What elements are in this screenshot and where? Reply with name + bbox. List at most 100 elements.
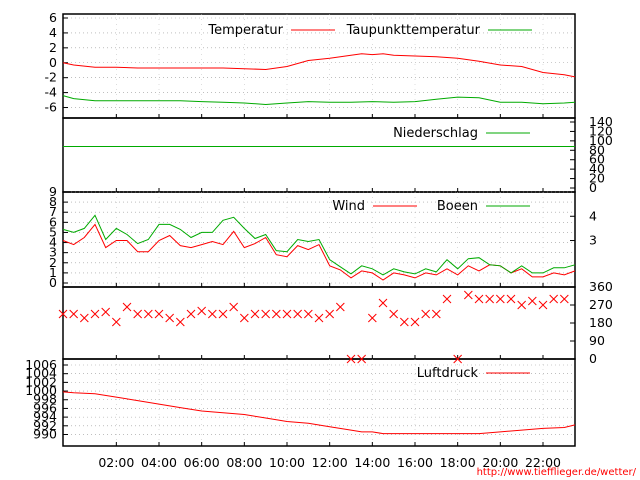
y-tick-label: 9	[49, 184, 57, 199]
x-tick-label: 22:00	[525, 455, 561, 470]
y-tick-label: 992	[33, 418, 57, 433]
y-tick-label: 0	[49, 275, 57, 290]
wind-direction-point	[399, 317, 409, 327]
wind-direction-point	[79, 313, 89, 323]
wind-direction-point	[389, 309, 399, 319]
y-tick-label: 1	[49, 265, 57, 280]
series-layer	[58, 53, 576, 435]
wind-direction-point	[218, 309, 228, 319]
wind-direction-point	[517, 300, 527, 310]
tick-labels: 6420-2-4-6140120100806040200987654321043…	[25, 10, 613, 470]
wind-direction-point	[463, 290, 473, 300]
y-tick-label: 3	[49, 245, 57, 260]
y-tick-label: -6	[45, 100, 58, 115]
y-tick-label: 994	[33, 409, 57, 424]
y2-tick-label: 100	[589, 133, 613, 148]
y2-tick-label: 360	[589, 279, 613, 294]
panel-frame-wind_direction	[62, 286, 576, 360]
y-tick-label: 5	[49, 224, 57, 239]
wind-direction-point	[410, 317, 420, 327]
wind-direction-point	[335, 302, 345, 312]
wind-direction-point	[143, 309, 153, 319]
wind-direction-point	[367, 313, 377, 323]
series-line-temperature-1	[62, 95, 576, 106]
wind-direction-point	[133, 309, 143, 319]
y2-tick-label: 3	[589, 233, 597, 248]
wind-direction-point	[431, 309, 441, 319]
wind-direction-point	[485, 294, 495, 304]
y-tick-label: 990	[33, 426, 57, 441]
y-tick-label: 7	[49, 204, 57, 219]
x-tick-label: 14:00	[354, 455, 390, 470]
x-tick-label: 16:00	[397, 455, 433, 470]
wind-direction-point	[314, 313, 324, 323]
wind-direction-point	[101, 307, 111, 317]
x-tick-label: 06:00	[184, 455, 220, 470]
wind-direction-point	[453, 354, 463, 364]
wind-direction-point	[154, 309, 164, 319]
grid-lines	[63, 14, 575, 446]
y2-tick-label: 0	[589, 351, 597, 366]
wind-direction-point	[122, 302, 132, 312]
panel-frames	[62, 13, 576, 447]
source-url[interactable]: http://www.tiefflieger.de/wetter/	[477, 467, 637, 478]
y-tick-label: 6	[49, 10, 57, 25]
wind-direction-point	[346, 354, 356, 364]
wind-direction-point	[538, 300, 548, 310]
y2-tick-label: 20	[589, 171, 605, 186]
legends: Temperatur Taupunkttemperatur Niederschlag…	[207, 23, 532, 381]
y-tick-label: 2	[49, 40, 57, 55]
wind-direction-point	[111, 317, 121, 327]
wind-direction-point	[69, 309, 79, 319]
wind-direction-point	[559, 294, 569, 304]
wind-direction-point	[58, 309, 68, 319]
y2-tick-label: 40	[589, 161, 605, 176]
y-tick-label: 996	[33, 400, 57, 415]
y-tick-label: 1004	[25, 366, 57, 381]
legend-label: Niederschlag	[393, 126, 478, 141]
y-tick-label: 1000	[25, 383, 57, 398]
y-tick-label: 2	[49, 255, 57, 270]
wind-direction-point	[165, 313, 175, 323]
legend-label: Boeen	[437, 199, 478, 214]
wind-direction-point	[357, 354, 367, 364]
x-tick-label: 12:00	[312, 455, 348, 470]
wind-direction-point	[506, 294, 516, 304]
panel-frame-precipitation	[62, 117, 576, 193]
y-tick-label: 6	[49, 214, 57, 229]
wind-direction-point	[271, 309, 281, 319]
y-tick-label: 0	[49, 55, 57, 70]
x-tick-label: 10:00	[269, 455, 305, 470]
y2-tick-label: 180	[589, 315, 613, 330]
legend-label: Temperatur	[207, 23, 283, 38]
y2-tick-label: 120	[589, 123, 613, 138]
y2-tick-label: 80	[589, 142, 605, 157]
wind-direction-point	[325, 309, 335, 319]
wind-direction-point	[293, 309, 303, 319]
wind-direction-point	[421, 309, 431, 319]
y2-tick-label: 0	[589, 180, 597, 195]
x-tick-label: 08:00	[226, 455, 262, 470]
wind-direction-point	[197, 306, 207, 316]
wind-direction-point	[549, 294, 559, 304]
series-line-wind-1	[62, 214, 576, 276]
y-tick-label: -4	[45, 85, 58, 100]
wind-direction-point	[186, 309, 196, 319]
wind-direction-point	[175, 317, 185, 327]
wind-direction-point	[261, 309, 271, 319]
y2-tick-label: 90	[589, 333, 605, 348]
series-line-temperature-0	[62, 53, 576, 78]
x-tick-label: 04:00	[141, 455, 177, 470]
wind-direction-point	[207, 309, 217, 319]
wind-direction-point	[378, 298, 388, 308]
wind-direction-point	[303, 309, 313, 319]
y2-tick-label: 270	[589, 297, 613, 312]
wind-direction-point	[495, 294, 505, 304]
y-tick-label: 1006	[25, 357, 57, 372]
y2-tick-label: 4	[589, 208, 597, 223]
legend-label: Wind	[332, 199, 365, 214]
y-tick-label: 8	[49, 194, 57, 209]
legend-label: Taupunkttemperatur	[346, 23, 481, 38]
y-tick-label: 4	[49, 25, 57, 40]
